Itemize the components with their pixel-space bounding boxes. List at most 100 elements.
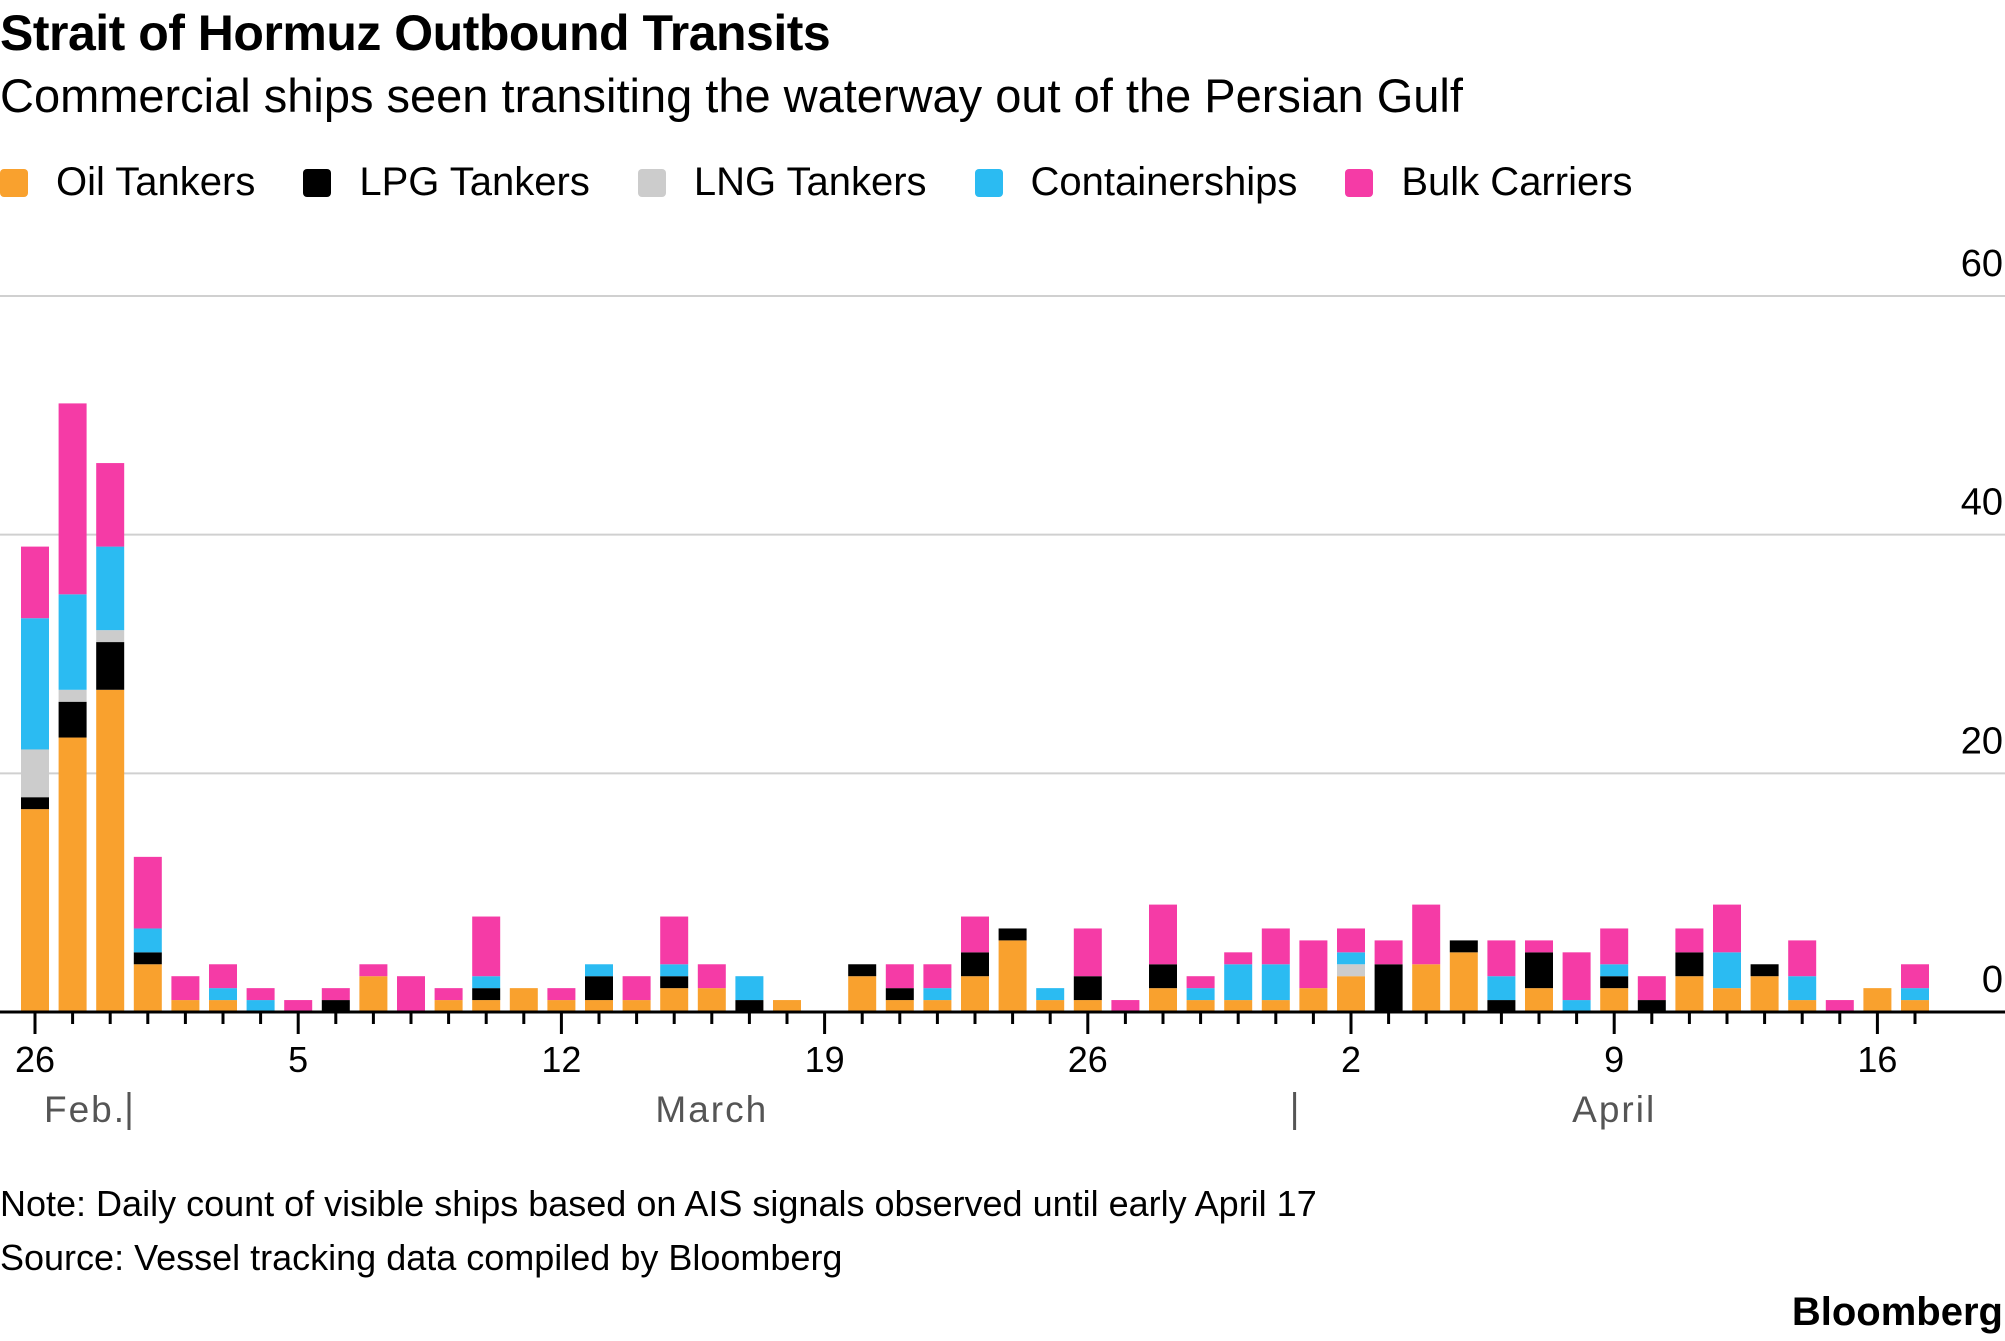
month-label: April — [1572, 1089, 1656, 1130]
bar-segment-lpg-tankers — [961, 952, 989, 977]
bar-segment-containerships — [1562, 1000, 1591, 1012]
bar-segment-lpg-tankers — [1487, 1000, 1516, 1012]
bar-segment-bulk-carriers — [547, 988, 576, 1001]
bar-segment-containerships — [1224, 964, 1253, 1001]
bar-segment-oil-tankers — [585, 1000, 613, 1012]
bar-segment-oil-tankers — [622, 1000, 651, 1012]
bar-segment-oil-tankers — [133, 964, 162, 1012]
bar-segment-oil-tankers — [923, 1000, 952, 1012]
bar-segment-bulk-carriers — [1525, 940, 1553, 953]
bar-segment-oil-tankers — [509, 988, 538, 1012]
y-tick-label: 60 — [1961, 243, 2003, 285]
bar-segment-lpg-tankers — [21, 797, 49, 810]
y-tick-label: 20 — [1961, 720, 2003, 762]
bar-segment-bulk-carriers — [58, 403, 87, 595]
x-tick-label: 26 — [1068, 1039, 1108, 1080]
bar-segment-oil-tankers — [848, 976, 877, 1012]
legend-swatch — [0, 168, 28, 197]
bar-segment-lpg-tankers — [1675, 952, 1704, 977]
bar-segment-containerships — [1036, 988, 1065, 1001]
x-tick-label: 5 — [288, 1039, 308, 1080]
bar-segment-oil-tankers — [209, 1000, 237, 1012]
bar-segment-containerships — [1788, 976, 1817, 1001]
bar-segment-bulk-carriers — [21, 546, 49, 619]
chart-title: Strait of Hormuz Outbound Transits — [0, 5, 831, 61]
bar-segment-oil-tankers — [472, 1000, 501, 1012]
bar-segment-containerships — [1337, 952, 1365, 965]
legend-item-containerships: Containerships — [974, 160, 1297, 205]
bar-segment-bulk-carriers — [321, 988, 350, 1001]
x-tick-label: 19 — [805, 1039, 845, 1080]
bar-segment-oil-tankers — [1449, 952, 1478, 1012]
legend-item-oil-tankers: Oil Tankers — [0, 160, 255, 205]
bar-segment-bulk-carriers — [434, 988, 463, 1001]
bar-segment-containerships — [209, 988, 237, 1001]
bar-segment-oil-tankers — [1788, 1000, 1817, 1012]
bar-segment-lpg-tankers — [58, 701, 87, 738]
legend-swatch — [974, 168, 1003, 197]
bar-segment-bulk-carriers — [1299, 940, 1328, 989]
chart-subtitle: Commercial ships seen transiting the wat… — [0, 69, 1463, 122]
x-tick-label: 26 — [15, 1039, 55, 1080]
bar-segment-containerships — [58, 594, 87, 690]
bar-segment-bulk-carriers — [622, 976, 651, 1001]
bar-segment-bulk-carriers — [1788, 940, 1817, 977]
bar-segment-oil-tankers — [547, 1000, 576, 1012]
bar-segment-bulk-carriers — [96, 463, 125, 547]
bar-segment-oil-tankers — [96, 689, 125, 1012]
bar-segment-lng-tankers — [21, 749, 49, 798]
bar-segment-bulk-carriers — [1149, 904, 1177, 965]
bloomberg-logo: Bloomberg — [1791, 1290, 2003, 1334]
bar-segment-oil-tankers — [1186, 1000, 1215, 1012]
bar-segment-bulk-carriers — [397, 976, 425, 1012]
bar-segment-bulk-carriers — [1562, 952, 1591, 1001]
bar-segment-lpg-tankers — [1600, 976, 1629, 989]
bar-segment-bulk-carriers — [923, 964, 952, 989]
bar-segment-lpg-tankers — [321, 1000, 350, 1012]
chart-source: Source: Vessel tracking data compiled by… — [0, 1237, 843, 1278]
bar-segment-bulk-carriers — [1224, 952, 1253, 965]
bar-segment-containerships — [1186, 988, 1215, 1001]
bar-segment-lpg-tankers — [1449, 940, 1478, 953]
bar-segment-lpg-tankers — [735, 1000, 764, 1012]
bar-segment-bulk-carriers — [660, 916, 689, 965]
bar-segment-bulk-carriers — [1073, 928, 1102, 977]
bar-segment-oil-tankers — [1224, 1000, 1253, 1012]
bar-segment-lpg-tankers — [133, 952, 162, 965]
legend-swatch — [303, 168, 332, 197]
bar-segment-oil-tankers — [1600, 988, 1629, 1012]
bar-segment-oil-tankers — [1525, 988, 1553, 1012]
bar-segment-bulk-carriers — [1186, 976, 1215, 989]
bar-segment-bulk-carriers — [284, 1000, 313, 1012]
bar-segment-lpg-tankers — [1525, 952, 1553, 989]
bar-segment-oil-tankers — [434, 1000, 463, 1012]
bar-segment-oil-tankers — [1901, 1000, 1929, 1012]
bar-segment-lng-tankers — [58, 689, 87, 702]
bar-segment-containerships — [1261, 964, 1290, 1001]
bar-segment-oil-tankers — [1299, 988, 1328, 1012]
bar-segment-oil-tankers — [1036, 1000, 1065, 1012]
bar-segment-lpg-tankers — [1750, 964, 1779, 977]
bar-segment-containerships — [96, 546, 125, 631]
bar-segment-containerships — [1901, 988, 1929, 1001]
bar-segment-bulk-carriers — [1412, 904, 1441, 965]
y-tick-label: 40 — [1961, 482, 2003, 524]
bar-segment-oil-tankers — [660, 988, 689, 1012]
bar-segment-oil-tankers — [359, 976, 388, 1012]
legend-item-bulk-carriers: Bulk Carriers — [1345, 160, 1633, 205]
bar-segment-bulk-carriers — [1337, 928, 1365, 953]
legend-label: LPG Tankers — [359, 160, 590, 204]
x-tick-label: 9 — [1604, 1039, 1624, 1080]
bar-segment-bulk-carriers — [1374, 940, 1403, 965]
bar-segment-bulk-carriers — [1901, 964, 1929, 989]
bar-segment-oil-tankers — [1863, 988, 1892, 1012]
bar-segment-lng-tankers — [1337, 964, 1365, 977]
bar-segment-bulk-carriers — [885, 964, 914, 989]
bar-segment-bulk-carriers — [1487, 940, 1516, 977]
legend: Oil Tankers LPG Tankers LNG Tankers Cont… — [0, 160, 1681, 205]
bar-segment-bulk-carriers — [1637, 976, 1666, 1001]
month-label: Feb. — [44, 1089, 126, 1130]
bar-segment-bulk-carriers — [1675, 928, 1704, 953]
legend-label: Oil Tankers — [56, 160, 256, 204]
